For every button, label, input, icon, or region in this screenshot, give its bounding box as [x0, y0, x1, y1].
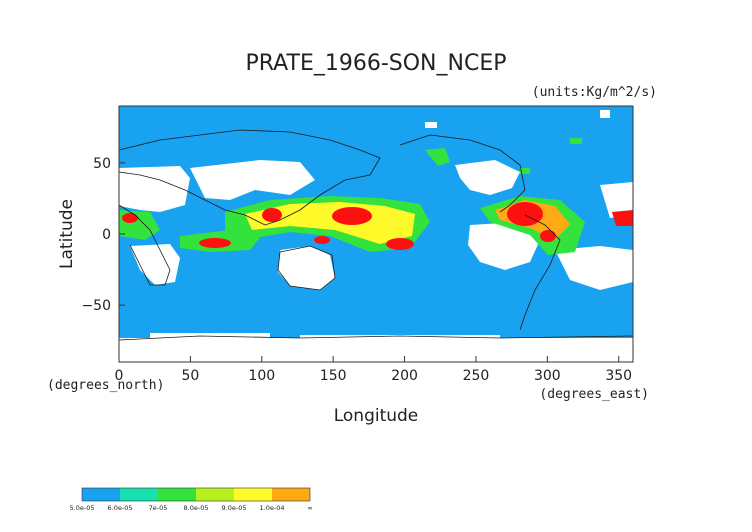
x-tick-label: 300 [534, 368, 561, 384]
x-axis: 0 50 100 150 200 250 300 350 [115, 356, 632, 384]
color-legend: 5.0e-05 6.0e-05 7e-05 8.0e-05 9.0e-05 1.0e-04… [70, 487, 313, 512]
legend-swatch [82, 488, 120, 501]
land-masks [119, 110, 633, 362]
map-title: PRATE_1966-SON_NCEP [246, 51, 507, 76]
x-tick-label: 350 [605, 368, 632, 384]
land-north-africa-edge [600, 182, 633, 218]
legend-swatch [234, 488, 272, 501]
band-red-amazon [540, 230, 556, 242]
band-red-indian [199, 238, 231, 248]
y-axis: 50 0 −50 [81, 156, 125, 314]
band-red-pacific-3 [314, 236, 330, 244]
land-antarctica [119, 338, 633, 362]
land-north-america [455, 160, 520, 195]
land-antarctica-edge-2 [300, 335, 500, 340]
coast-north-america [399, 134, 526, 213]
legend-label: 9.0e-05 [222, 504, 247, 512]
band-red-maritime [262, 208, 282, 222]
legend-label: 8.0e-05 [184, 504, 209, 512]
coastlines [119, 129, 633, 341]
coast-antarctica [119, 335, 633, 341]
legend-frame [81, 487, 311, 502]
band-red-pacific-1 [332, 207, 372, 225]
coast-australia [277, 245, 336, 291]
legend-label: ∞ [307, 504, 312, 512]
y-axis-title: Latitude [57, 199, 77, 269]
band-red-pacific-2 [386, 238, 414, 250]
legend-swatch [272, 488, 310, 501]
y-unit-label: (degrees_north) [47, 378, 164, 393]
land-arctic-patch [425, 122, 437, 128]
y-tick-label: 50 [93, 156, 111, 172]
x-tick-label: 200 [391, 368, 418, 384]
band-yellow-pacific [245, 202, 415, 244]
land-east-pacific-dry [468, 222, 540, 270]
x-tick-label: 100 [248, 368, 275, 384]
x-tick-label: 150 [320, 368, 347, 384]
x-tick-label: 0 [115, 368, 124, 384]
land-asia [190, 160, 315, 200]
band-green-storm-track [425, 148, 450, 166]
band-green-north-atlantic [570, 138, 582, 144]
land-sahara [119, 166, 190, 212]
y-tick-label: 0 [102, 227, 111, 243]
band-green-atlantic [520, 168, 530, 174]
legend-label: 5.0e-05 [70, 504, 95, 512]
band-red-americas [507, 202, 543, 226]
legend-swatch [158, 488, 196, 501]
precip-bands [119, 138, 633, 255]
coast-south-america [519, 214, 561, 331]
legend-swatch [120, 488, 158, 501]
land-southern-africa [130, 244, 180, 285]
legend-label: 6.0e-05 [108, 504, 133, 512]
band-red-africa [122, 213, 138, 223]
x-tick-label: 50 [181, 368, 199, 384]
legend-swatch [196, 488, 234, 501]
x-axis-title: Longitude [334, 406, 419, 426]
legend-label: 7e-05 [149, 504, 168, 512]
band-red-atlantic [612, 210, 633, 226]
x-tick-label: 250 [463, 368, 490, 384]
x-unit-label: (degrees_east) [539, 387, 649, 402]
legend-label: 1.0e-04 [260, 504, 285, 512]
coast-eurasia [119, 129, 381, 226]
land-south-atlantic-dry [555, 246, 633, 290]
y-tick-label: −50 [81, 298, 111, 314]
land-arctic-patch-2 [600, 110, 610, 118]
map-area [119, 106, 633, 362]
units-label: (units:Kg/m^2/s) [532, 85, 657, 100]
land-australia [278, 246, 335, 290]
coast-africa [119, 204, 171, 286]
